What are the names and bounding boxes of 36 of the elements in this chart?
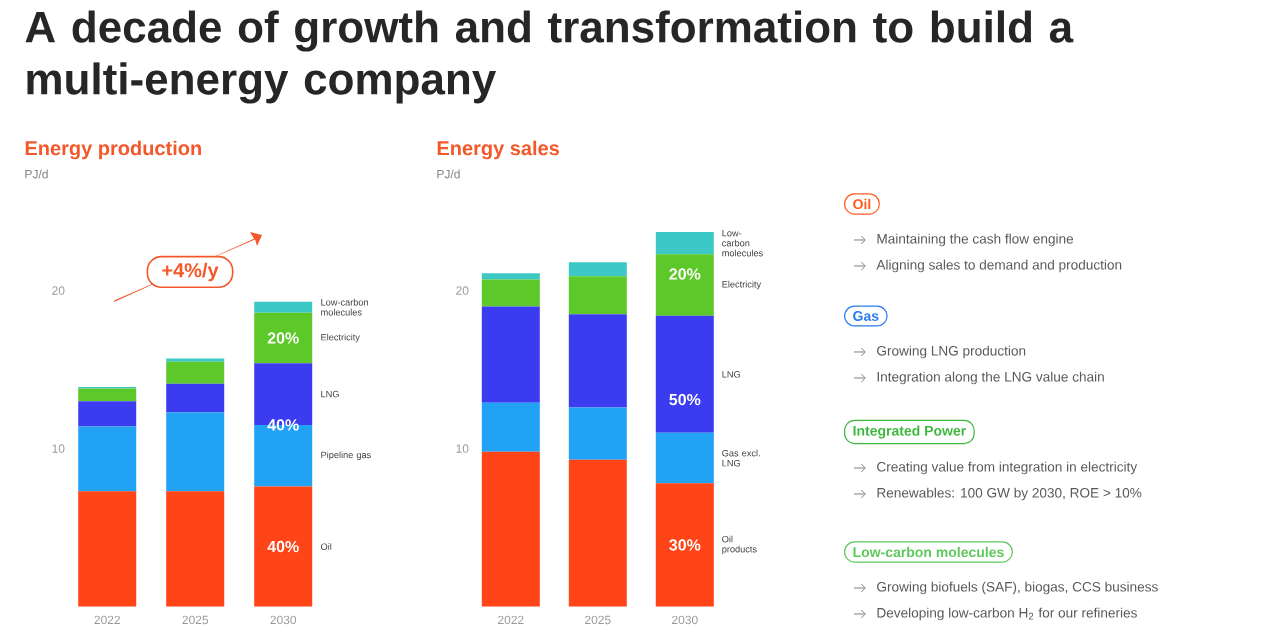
bar	[166, 412, 225, 492]
annotation: 40%	[267, 540, 299, 553]
bar	[481, 273, 540, 280]
annotation: 20%	[669, 268, 701, 280]
bar	[481, 402, 540, 452]
bar	[166, 361, 225, 384]
bar	[655, 315, 714, 433]
bar	[166, 383, 225, 413]
annotation: 50%	[669, 393, 701, 406]
text: +4%/y	[162, 262, 219, 282]
bar	[481, 279, 540, 307]
bar	[78, 491, 137, 607]
bar	[655, 432, 714, 484]
bar	[481, 306, 540, 403]
chart-title: Energy production	[25, 140, 201, 160]
bar	[655, 254, 714, 316]
bar	[568, 262, 627, 277]
bar	[481, 451, 540, 607]
text: A decade of growth and transformation to build a multi-energy company	[25, 10, 1074, 104]
bar	[78, 401, 137, 427]
bar	[568, 459, 627, 607]
bar	[254, 312, 313, 364]
bar	[254, 301, 313, 313]
annotation: 20%	[267, 332, 299, 344]
bar	[568, 407, 627, 460]
bar	[78, 388, 137, 402]
bar	[78, 426, 137, 492]
bar	[568, 314, 627, 408]
bar	[568, 276, 627, 315]
bar	[655, 483, 714, 607]
chart-title: Energy sales	[437, 140, 559, 160]
bar	[655, 232, 714, 255]
bar	[166, 491, 225, 607]
bar	[254, 486, 313, 607]
annotation: 30%	[669, 539, 701, 551]
annotation: 40%	[267, 419, 299, 431]
